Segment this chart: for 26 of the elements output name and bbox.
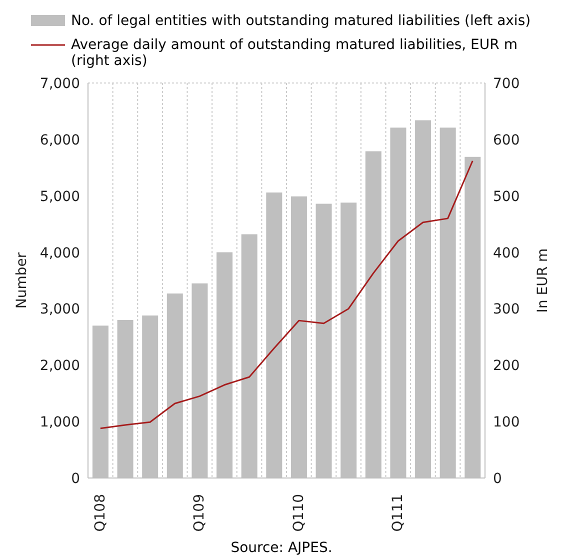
line-series bbox=[100, 160, 474, 430]
legend-label: Average daily amount of outstanding matured liabilities, EUR m (right axis) bbox=[71, 37, 518, 69]
y2-tick-label: 400 bbox=[493, 245, 520, 262]
y2-tick-label: 200 bbox=[493, 358, 520, 374]
source-note: Source: AJPES. bbox=[230, 540, 334, 556]
y-tick-label: 3,000 bbox=[40, 302, 80, 318]
y2-tick-label: 0 bbox=[493, 470, 502, 487]
y2-axis-title: In EUR m bbox=[534, 248, 551, 313]
x-tick-label: Q111 bbox=[390, 494, 406, 532]
y2-tick-label: 700 bbox=[493, 76, 520, 92]
x-tick-label: Q109 bbox=[192, 494, 208, 532]
x-tick-label: Q110 bbox=[290, 494, 307, 532]
legend-label: No. of legal entities with outstanding matured liabilities (left axis) bbox=[71, 13, 531, 29]
y-tick-label: 4,000 bbox=[40, 245, 80, 262]
y-tick-label: 7,000 bbox=[40, 76, 80, 92]
y2-tick-label: 100 bbox=[493, 414, 520, 431]
y-axis-title: Number bbox=[14, 252, 30, 309]
y2-tick-label: 600 bbox=[493, 132, 520, 148]
y-tick-label: 2,000 bbox=[40, 358, 80, 374]
y-tick-label: 0 bbox=[71, 470, 80, 487]
x-tick-label: Q108 bbox=[92, 494, 108, 532]
y2-tick-label: 500 bbox=[493, 188, 520, 205]
y-tick-label: 5,000 bbox=[40, 188, 80, 205]
y-tick-label: 1,000 bbox=[40, 414, 80, 431]
y2-tick-label: 300 bbox=[493, 302, 520, 318]
y-tick-label: 6,000 bbox=[40, 132, 80, 148]
